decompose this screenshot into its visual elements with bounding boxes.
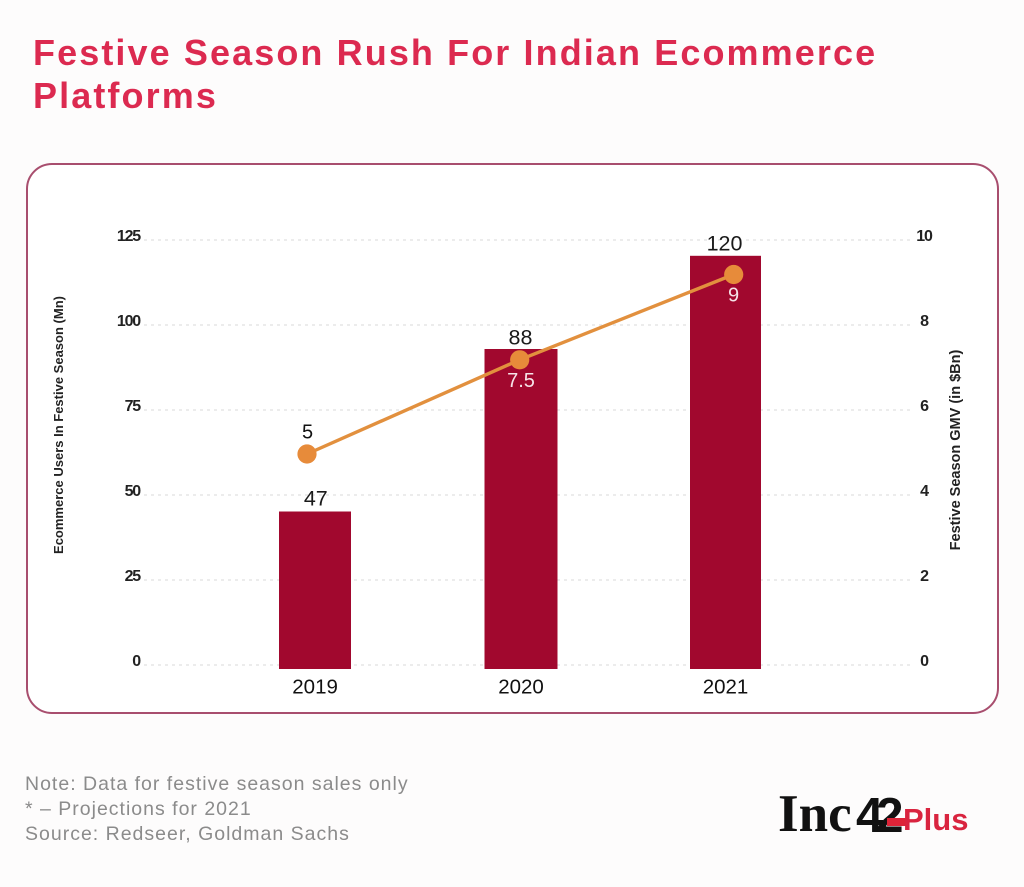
svg-text:120: 120 bbox=[707, 232, 743, 256]
svg-text:Festive Season GMV (in $Bn): Festive Season GMV (in $Bn) bbox=[948, 350, 964, 551]
svg-text:125: 125 bbox=[117, 228, 141, 245]
svg-text:2021: 2021 bbox=[703, 676, 749, 699]
svg-text:50: 50 bbox=[125, 483, 142, 500]
svg-text:8: 8 bbox=[920, 313, 929, 330]
svg-text:100: 100 bbox=[117, 313, 141, 330]
svg-text:9: 9 bbox=[728, 285, 739, 307]
svg-text:7.5: 7.5 bbox=[507, 370, 535, 392]
svg-text:Ecommerce Users In Festive Sea: Ecommerce Users In Festive Season (Mn) bbox=[51, 296, 66, 554]
svg-text:2020: 2020 bbox=[498, 676, 544, 699]
svg-text:2019: 2019 bbox=[292, 676, 338, 699]
svg-text:25: 25 bbox=[125, 568, 142, 585]
svg-text:2: 2 bbox=[920, 568, 929, 585]
svg-text:47: 47 bbox=[304, 487, 328, 511]
svg-text:88: 88 bbox=[509, 326, 533, 350]
svg-text:5: 5 bbox=[302, 422, 313, 444]
svg-text:4: 4 bbox=[920, 483, 929, 500]
svg-text:75: 75 bbox=[125, 398, 142, 415]
svg-text:10: 10 bbox=[916, 228, 933, 245]
svg-text:6: 6 bbox=[920, 398, 929, 415]
svg-text:0: 0 bbox=[920, 653, 929, 670]
svg-text:0: 0 bbox=[132, 653, 141, 670]
